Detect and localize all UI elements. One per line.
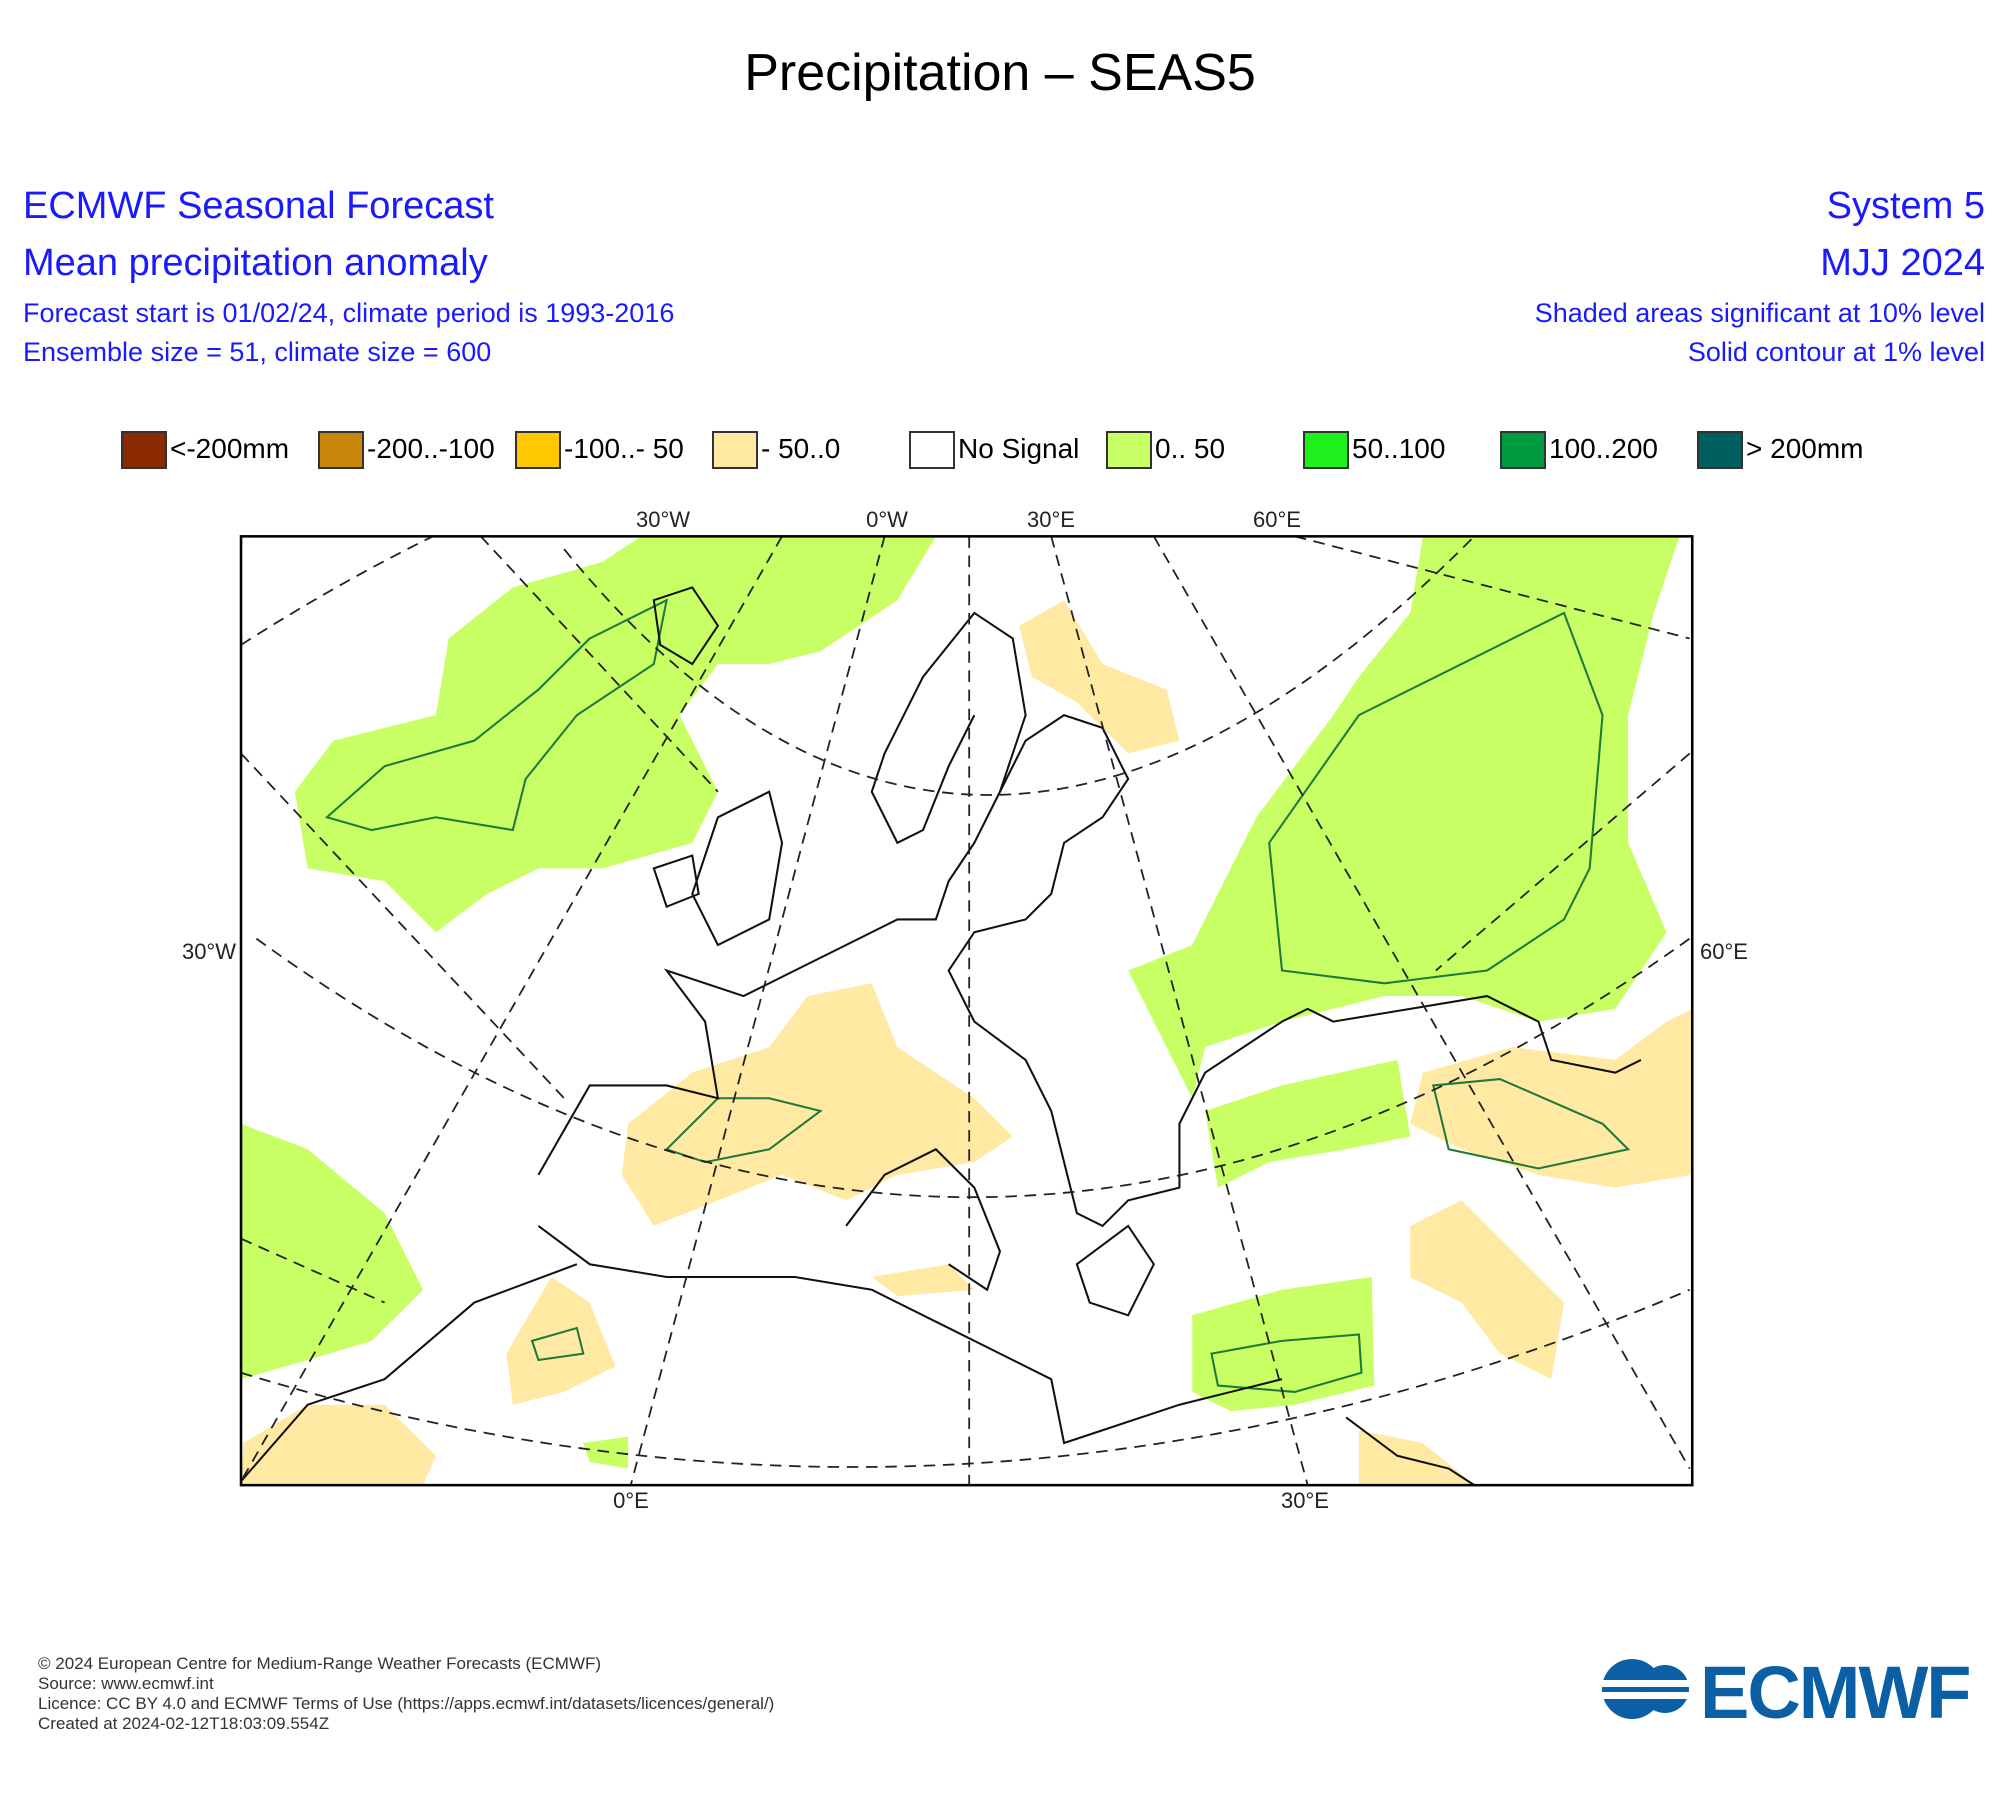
legend-swatch — [1500, 431, 1546, 469]
logo-text: ECMWF — [1700, 1651, 1970, 1734]
header-left: ECMWF Seasonal Forecast — [23, 185, 494, 227]
legend-swatch — [1303, 431, 1349, 469]
footer-line: Source: www.ecmwf.int — [38, 1674, 214, 1693]
header-left: Mean precipitation anomaly — [23, 242, 488, 284]
legend-label: <-200mm — [170, 433, 289, 464]
legend-swatch — [121, 431, 167, 469]
header-right: MJJ 2024 — [1820, 242, 1985, 284]
legend-label: -100..- 50 — [564, 433, 684, 464]
axis-label: 60°E — [1253, 507, 1301, 532]
header-left: Ensemble size = 51, climate size = 600 — [23, 337, 491, 367]
footer-line: © 2024 European Centre for Medium-Range … — [38, 1654, 601, 1673]
header-left: Forecast start is 01/02/24, climate peri… — [23, 298, 674, 328]
axis-label: 30°E — [1027, 507, 1075, 532]
axis-label: 30°E — [1281, 1488, 1329, 1513]
legend-label: - 50..0 — [761, 433, 840, 464]
legend-swatch — [1697, 431, 1743, 469]
legend-label: 0.. 50 — [1155, 433, 1225, 464]
page-title: Precipitation – SEAS5 — [744, 44, 1256, 102]
legend-swatch — [1106, 431, 1152, 469]
legend-swatch — [515, 431, 561, 469]
header-right: Shaded areas significant at 10% level — [1535, 298, 1985, 328]
legend-swatch — [712, 431, 758, 469]
footer-line: Created at 2024-02-12T18:03:09.554Z — [38, 1714, 329, 1733]
map — [239, 535, 1694, 1487]
legend-label: > 200mm — [1746, 433, 1864, 464]
header-right: System 5 — [1827, 185, 1985, 227]
logo: ECMWF — [1600, 1651, 1972, 1734]
legend-swatch — [318, 431, 364, 469]
legend-label: -200..-100 — [367, 433, 495, 464]
header-right: Solid contour at 1% level — [1688, 337, 1985, 367]
legend-swatch — [909, 431, 955, 469]
axis-label: 0°E — [613, 1488, 649, 1513]
footer-line: Licence: CC BY 4.0 and ECMWF Terms of Us… — [38, 1694, 774, 1713]
legend-label: No Signal — [958, 433, 1079, 464]
legend-label: 50..100 — [1352, 433, 1445, 464]
axis-label: 0°W — [866, 507, 908, 532]
axis-label: 30°W — [636, 507, 690, 532]
axis-label: 60°E — [1700, 939, 1748, 964]
legend-label: 100..200 — [1549, 433, 1658, 464]
axis-label: 30°W — [182, 939, 236, 964]
legend: <-200mm -200..-100 -100..- 50 - 50..0 No Sig… — [121, 431, 1864, 469]
